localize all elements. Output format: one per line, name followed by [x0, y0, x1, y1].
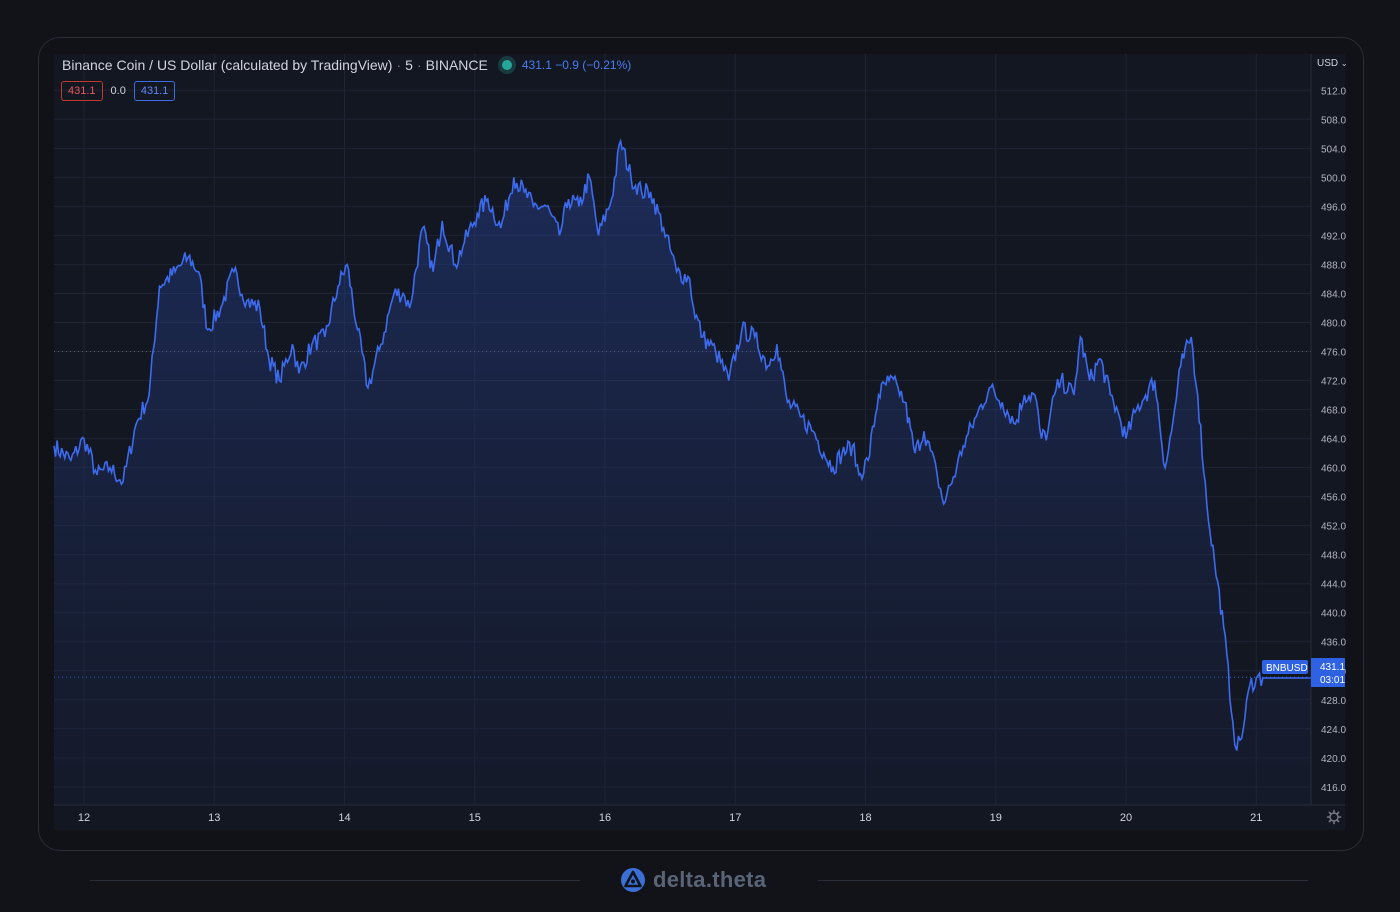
spread-value: 0.0: [110, 85, 126, 97]
current-price-label: 431.1 03:01: [1311, 658, 1345, 687]
x-tick-label: 21: [1250, 812, 1262, 824]
y-tick-label: 480.0: [1321, 318, 1346, 329]
chart-legend: Binance Coin / US Dollar (calculated by …: [62, 57, 631, 73]
y-tick-label: 444.0: [1321, 580, 1346, 591]
legend-separator: ·: [416, 57, 422, 73]
buy-button[interactable]: 431.1: [133, 81, 176, 101]
y-tick-label: 456.0: [1321, 493, 1346, 504]
y-tick-label: 460.0: [1321, 464, 1346, 475]
sell-button[interactable]: 431.1: [61, 81, 103, 101]
x-tick-label: 19: [990, 812, 1002, 824]
y-tick-label: 504.0: [1321, 144, 1346, 155]
y-tick-label: 500.0: [1321, 173, 1346, 184]
y-tick-label: 476.0: [1321, 347, 1346, 358]
y-tick-label: 508.0: [1321, 115, 1346, 126]
time-axis[interactable]: 12 13 14 15 16 17 18 19 20 21: [78, 812, 1263, 824]
x-tick-label: 16: [599, 812, 611, 824]
y-tick-label: 512.0: [1321, 86, 1346, 97]
y-tick-label: 452.0: [1321, 522, 1346, 533]
y-tick-label: 440.0: [1321, 609, 1346, 620]
interval-label[interactable]: 5: [405, 57, 413, 73]
price-area: [54, 141, 1311, 806]
x-tick-label: 20: [1120, 812, 1132, 824]
buy-sell-panel: 431.1 0.0 431.1: [61, 81, 176, 101]
market-status-icon: [501, 60, 512, 70]
legend-separator: ·: [396, 57, 402, 73]
y-tick-label: 484.0: [1321, 289, 1346, 300]
exchange-label: BINANCE: [425, 57, 488, 73]
y-tick-label: 472.0: [1321, 377, 1346, 388]
y-tick-label: 496.0: [1321, 202, 1346, 213]
settings-gear-icon[interactable]: [1326, 809, 1342, 825]
current-price-value: 431.1: [1320, 662, 1345, 673]
x-tick-label: 17: [729, 812, 741, 824]
y-tick-label: 420.0: [1321, 754, 1346, 765]
y-tick-label: 424.0: [1321, 725, 1346, 736]
currency-unit-dropdown[interactable]: USD ⌄: [1317, 58, 1348, 69]
currency-unit-label: USD: [1317, 58, 1339, 69]
time-axis-background: [54, 805, 1345, 830]
chevron-down-icon: ⌄: [1340, 59, 1348, 68]
brand-name: delta.theta: [653, 867, 767, 892]
x-tick-label: 12: [78, 812, 90, 824]
symbol-name[interactable]: Binance Coin / US Dollar (calculated by …: [62, 57, 393, 73]
quote-values: 431.1 −0.9 (−0.21%): [521, 58, 632, 72]
x-tick-label: 18: [859, 812, 871, 824]
footer-divider-left: [90, 880, 580, 881]
y-tick-label: 488.0: [1321, 260, 1346, 271]
footer: delta.theta: [0, 862, 1400, 898]
x-tick-label: 13: [208, 812, 220, 824]
delta-logo-icon: [621, 868, 645, 892]
y-tick-label: 448.0: [1321, 551, 1346, 562]
y-tick-label: 468.0: [1321, 406, 1346, 417]
x-tick-label: 15: [469, 812, 481, 824]
price-axis-background: [1311, 54, 1345, 805]
y-tick-label: 436.0: [1321, 638, 1346, 649]
symbol-tag: BNBUSD: [1262, 660, 1308, 674]
brand-logo: delta.theta: [620, 867, 766, 893]
y-tick-label: 428.0: [1321, 696, 1346, 707]
y-tick-label: 492.0: [1321, 231, 1346, 242]
y-tick-label: 416.0: [1321, 783, 1346, 794]
y-tick-label: 464.0: [1321, 435, 1346, 446]
footer-divider-right: [818, 880, 1308, 881]
x-tick-label: 14: [338, 812, 350, 824]
price-line: [53, 138, 1311, 751]
symbol-tag-label: BNBUSD: [1266, 663, 1308, 674]
bar-countdown: 03:01: [1320, 675, 1345, 686]
